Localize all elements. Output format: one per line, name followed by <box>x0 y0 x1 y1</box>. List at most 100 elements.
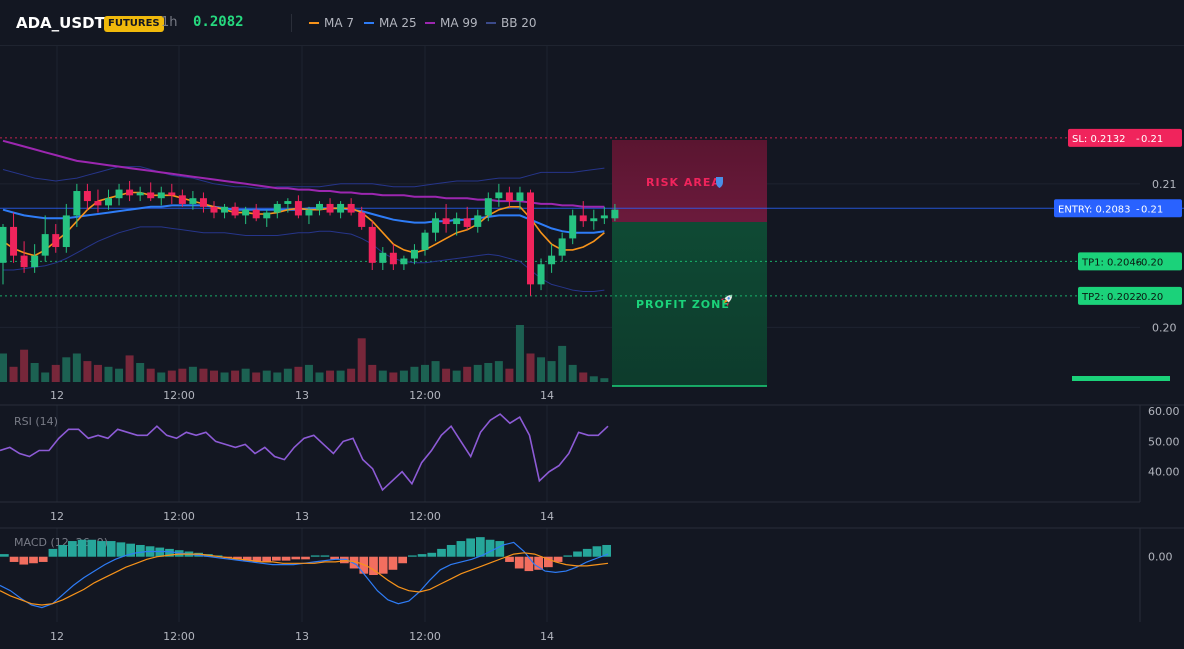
candle-body <box>252 209 260 219</box>
macd-histogram-bar <box>272 556 281 561</box>
legend-ma99-swatch <box>425 22 435 24</box>
trade-zones: RISK AREA PROFIT ZONE <box>612 140 767 387</box>
candle-body <box>590 218 598 222</box>
candle-body <box>484 198 492 216</box>
current-volume-marker <box>1072 376 1170 381</box>
macd-histogram-bar <box>38 556 48 562</box>
take-profit-1-tag-sep: - <box>1136 257 1140 268</box>
candle-body <box>474 215 482 227</box>
macd-histogram-bar <box>369 556 378 575</box>
entry-tag-bg <box>1054 199 1182 218</box>
macd-histogram-bar <box>592 546 602 557</box>
volume-bar <box>231 370 240 382</box>
volume-bar <box>9 366 18 382</box>
volume-bar <box>62 357 71 382</box>
macd-histogram-bar <box>58 544 67 557</box>
macd-histogram-bar <box>242 556 252 561</box>
volume-bar <box>178 368 187 382</box>
symbol-title[interactable]: ADA_USDT <box>16 14 105 32</box>
volume-bar <box>463 366 472 382</box>
candle-body <box>105 198 112 206</box>
volume-bar <box>167 370 176 382</box>
macd-histogram-bar <box>77 539 87 557</box>
candle-body <box>505 192 513 202</box>
take-profit-2-tag-axis: 0.20 <box>1141 292 1163 303</box>
take-profit-1-tag-axis: 0.20 <box>1141 257 1163 268</box>
time-axis-tick: 14 <box>540 630 554 643</box>
macd-histogram-bar <box>320 555 330 557</box>
candle-body <box>147 192 155 199</box>
macd-histogram-bar <box>106 541 116 557</box>
legend-ma25-label: MA 25 <box>379 16 417 30</box>
volume-bar <box>589 376 598 382</box>
macd-histogram-bar <box>165 548 174 557</box>
volume-bar <box>600 378 609 382</box>
time-axis-tick: 12:00 <box>409 389 441 402</box>
take-profit-2-tag-sep: - <box>1136 292 1140 303</box>
candle-body <box>516 192 524 202</box>
rsi-axis-tick: 60.00 <box>1148 405 1180 418</box>
legend-bb20[interactable]: BB 20 <box>486 16 537 30</box>
candle-body <box>168 192 176 196</box>
timeframe-selector[interactable]: 1h <box>161 15 178 30</box>
candle-body <box>527 192 534 285</box>
time-axis-tick: 13 <box>295 510 309 523</box>
legend-ma99-label: MA 99 <box>440 16 478 30</box>
stop-loss-tag-axis: 0.21 <box>1141 134 1163 145</box>
last-price: 0.2082 <box>193 14 244 30</box>
candle-body <box>326 203 334 213</box>
macd-histogram-bar <box>456 541 466 557</box>
macd-histogram-bar <box>495 541 505 557</box>
candle-body <box>600 215 608 219</box>
ma7-line <box>2 191 605 257</box>
candle-body <box>242 209 250 216</box>
entry-tag: ENTRY: 0.2083 0.21- <box>1054 199 1182 218</box>
candle-body <box>400 258 408 265</box>
macd-histogram-bar <box>340 556 349 564</box>
macd-histogram-bar <box>388 556 398 570</box>
macd-histogram-bar <box>427 552 437 557</box>
candle-body <box>41 234 49 256</box>
legend-ma25[interactable]: MA 25 <box>364 16 417 30</box>
macd-histogram-bar <box>136 544 145 557</box>
candle-body <box>358 212 366 227</box>
candle-body <box>337 203 345 213</box>
legend-ma7-label: MA 7 <box>324 16 355 30</box>
volume-bar <box>41 372 50 382</box>
candle-body <box>463 218 471 227</box>
volume-bar <box>188 366 197 382</box>
macd-histogram-bar <box>408 555 417 557</box>
volume-bar <box>526 353 535 382</box>
take-profit-2-tag-bg <box>1078 286 1182 305</box>
candle-body <box>31 255 39 268</box>
legend-ma7[interactable]: MA 7 <box>309 16 354 30</box>
time-axis-tick: 12:00 <box>163 389 195 402</box>
legend-ma99[interactable]: MA 99 <box>425 16 478 30</box>
macd-histogram-bar <box>155 547 165 557</box>
macd-histogram-bar <box>48 548 58 557</box>
candle-body <box>157 192 165 199</box>
volume-bar <box>136 363 145 382</box>
time-axis-tick: 14 <box>540 510 554 523</box>
volume-bar <box>410 366 419 382</box>
volume-bar <box>473 364 482 382</box>
candle-body <box>284 201 292 204</box>
macd-histogram-bar <box>301 556 310 560</box>
legend-ma25-swatch <box>364 22 374 24</box>
macd-histogram-bar <box>378 556 388 574</box>
candle-body <box>115 189 123 199</box>
candle-body <box>221 206 229 213</box>
macd-histogram-bar <box>87 539 97 557</box>
macd-histogram-bar <box>262 556 271 562</box>
macd-histogram-bar <box>349 556 359 569</box>
volume-bar <box>83 361 92 382</box>
candle-body <box>62 215 70 248</box>
candle-body <box>273 203 281 213</box>
volume-bar <box>336 370 345 382</box>
candle-body <box>347 203 355 213</box>
volume-bar <box>72 353 81 382</box>
